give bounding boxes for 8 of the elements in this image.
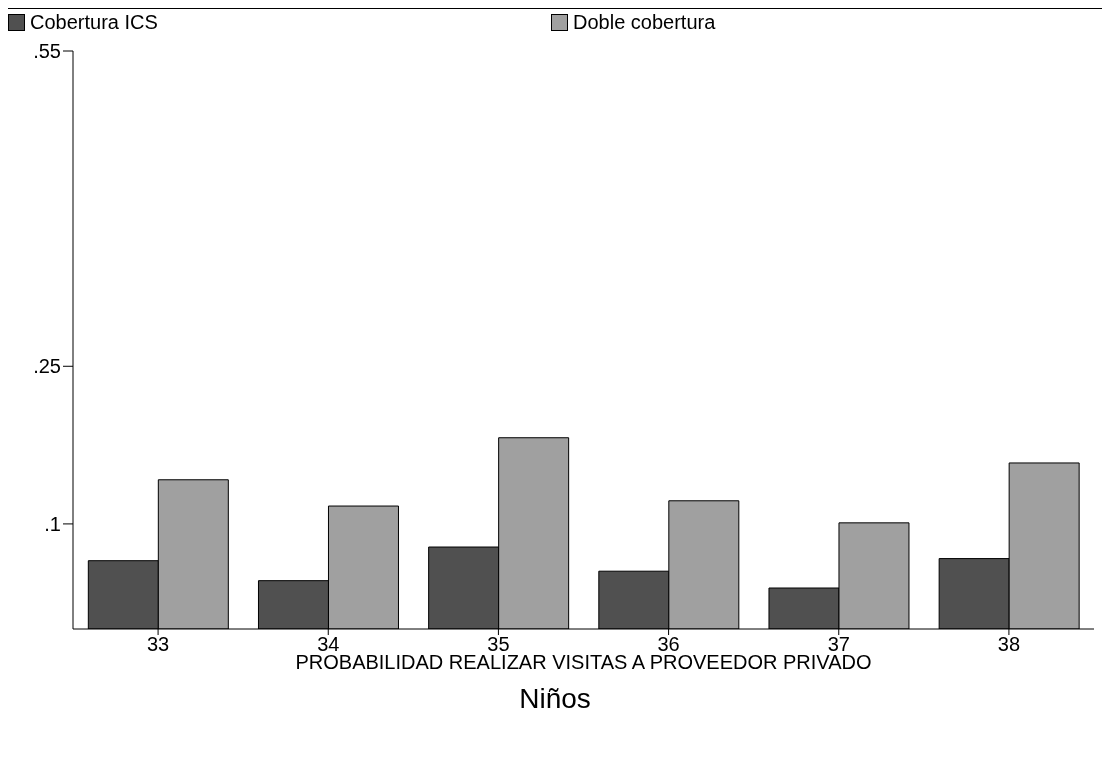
y-tick-label: .25 [33, 355, 61, 378]
legend-label: Doble cobertura [572, 11, 717, 34]
x-tick-label: 33 [146, 633, 170, 656]
legend-label: Cobertura ICS [29, 11, 159, 34]
text: Niños [518, 683, 592, 715]
y-tick-label: .55 [33, 40, 61, 63]
x-tick-label: 38 [997, 633, 1021, 656]
y-tick-label: .1 [44, 513, 61, 536]
